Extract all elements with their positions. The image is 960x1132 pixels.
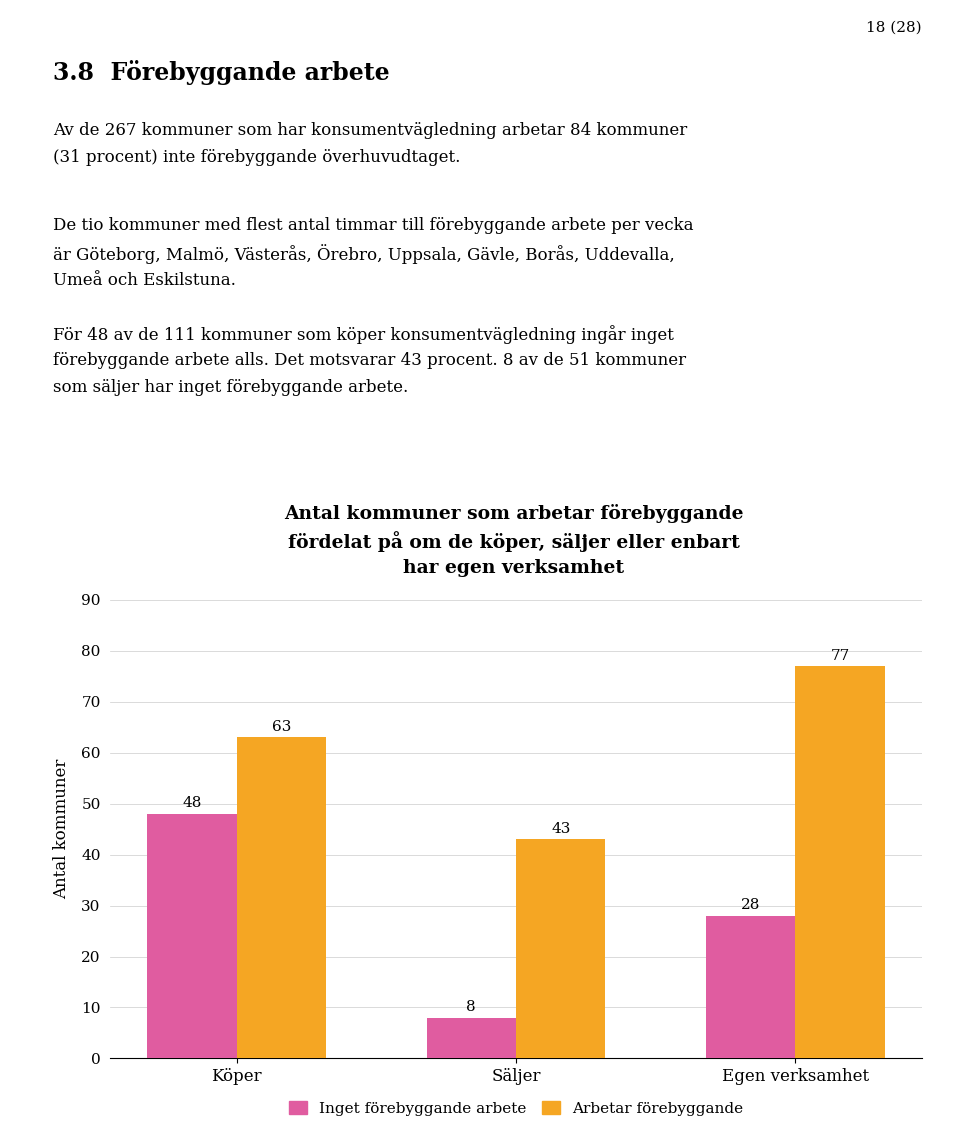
Text: Umeå och Eskilstuna.: Umeå och Eskilstuna. (53, 272, 235, 289)
Bar (237, 738, 326, 1058)
Legend: Inget förebyggande arbete, Arbetar förebyggande: Inget förebyggande arbete, Arbetar föreb… (282, 1095, 750, 1122)
Text: förebyggande arbete alls. Det motsvarar 43 procent. 8 av de 51 kommuner: förebyggande arbete alls. Det motsvarar … (53, 352, 686, 369)
Text: 8: 8 (467, 1000, 476, 1014)
Text: De tio kommuner med flest antal timmar till förebyggande arbete per vecka: De tio kommuner med flest antal timmar t… (53, 217, 693, 234)
Text: 48: 48 (182, 796, 202, 811)
Y-axis label: Antal kommuner: Antal kommuner (53, 758, 70, 900)
Bar (147, 814, 237, 1058)
Bar (516, 839, 606, 1058)
Text: 18 (28): 18 (28) (866, 20, 922, 34)
Text: 28: 28 (741, 898, 760, 912)
Text: 63: 63 (272, 720, 291, 734)
Text: 43: 43 (551, 822, 570, 835)
Text: 77: 77 (830, 649, 850, 662)
Text: För 48 av de 111 kommuner som köper konsumentvägledning ingår inget: För 48 av de 111 kommuner som köper kons… (53, 325, 674, 344)
Bar (426, 1018, 516, 1058)
Bar (795, 666, 885, 1058)
Text: som säljer har inget förebyggande arbete.: som säljer har inget förebyggande arbete… (53, 379, 408, 396)
Text: är Göteborg, Malmö, Västerås, Örebro, Uppsala, Gävle, Borås, Uddevalla,: är Göteborg, Malmö, Västerås, Örebro, Up… (53, 245, 675, 265)
Text: Av de 267 kommuner som har konsumentvägledning arbetar 84 kommuner: Av de 267 kommuner som har konsumentvägl… (53, 122, 687, 139)
Text: (31 procent) inte förebyggande överhuvudtaget.: (31 procent) inte förebyggande överhuvud… (53, 149, 460, 166)
Text: Antal kommuner som arbetar förebyggande
fördelat på om de köper, säljer eller en: Antal kommuner som arbetar förebyggande … (284, 504, 743, 577)
Bar (706, 916, 795, 1058)
Text: 3.8  Förebyggande arbete: 3.8 Förebyggande arbete (53, 60, 390, 85)
